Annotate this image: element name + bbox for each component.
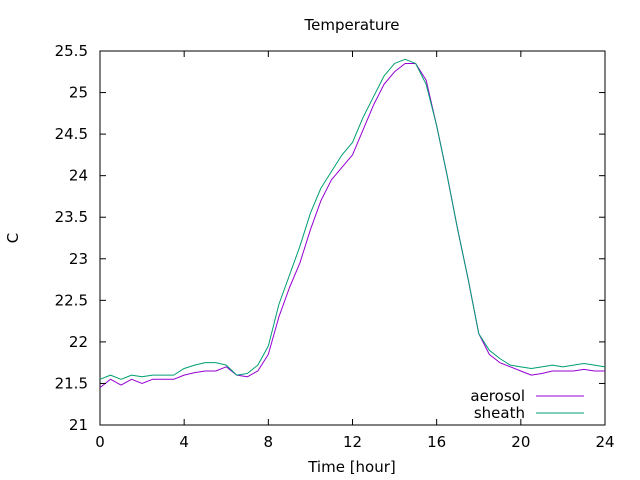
chart-title: Temperature: [303, 16, 399, 34]
y-tick-label: 25: [69, 84, 88, 102]
x-tick-label: 16: [427, 433, 446, 451]
series-line-aerosol: [99, 62, 605, 388]
y-tick-label: 21.5: [55, 374, 88, 392]
x-tick-labels: 0 4 8 12 16 20 24: [95, 433, 614, 451]
plot-area: [99, 50, 606, 426]
y-tick-label: 23.5: [55, 208, 88, 226]
x-axis-label: Time [hour]: [307, 458, 396, 476]
y-tick-labels: 21 21.5 22 22.5 23 23.5 24 24.5 25 25.5: [55, 42, 88, 434]
plot-frame: [99, 50, 606, 426]
legend-label-aerosol: aerosol: [470, 387, 525, 405]
x-tick-label: 0: [95, 433, 105, 451]
legend-label-sheath: sheath: [474, 404, 525, 422]
y-tick-label: 23: [69, 250, 88, 268]
y-tick-label: 22.5: [55, 291, 88, 309]
x-tick-label: 20: [511, 433, 530, 451]
x-tick-label: 12: [343, 433, 362, 451]
x-tick-label: 24: [595, 433, 614, 451]
y-tick-label: 25.5: [55, 42, 88, 60]
x-tick-label: 4: [179, 433, 189, 451]
axes-ticks: [99, 50, 606, 426]
y-axis-label: C: [4, 233, 22, 243]
legend: aerosol sheath: [470, 387, 584, 422]
y-tick-label: 24.5: [55, 125, 88, 143]
y-tick-label: 22: [69, 333, 88, 351]
y-tick-label: 21: [69, 416, 88, 434]
x-tick-label: 8: [264, 433, 274, 451]
y-tick-label: 24: [69, 167, 88, 185]
series-line-sheath: [99, 58, 606, 380]
